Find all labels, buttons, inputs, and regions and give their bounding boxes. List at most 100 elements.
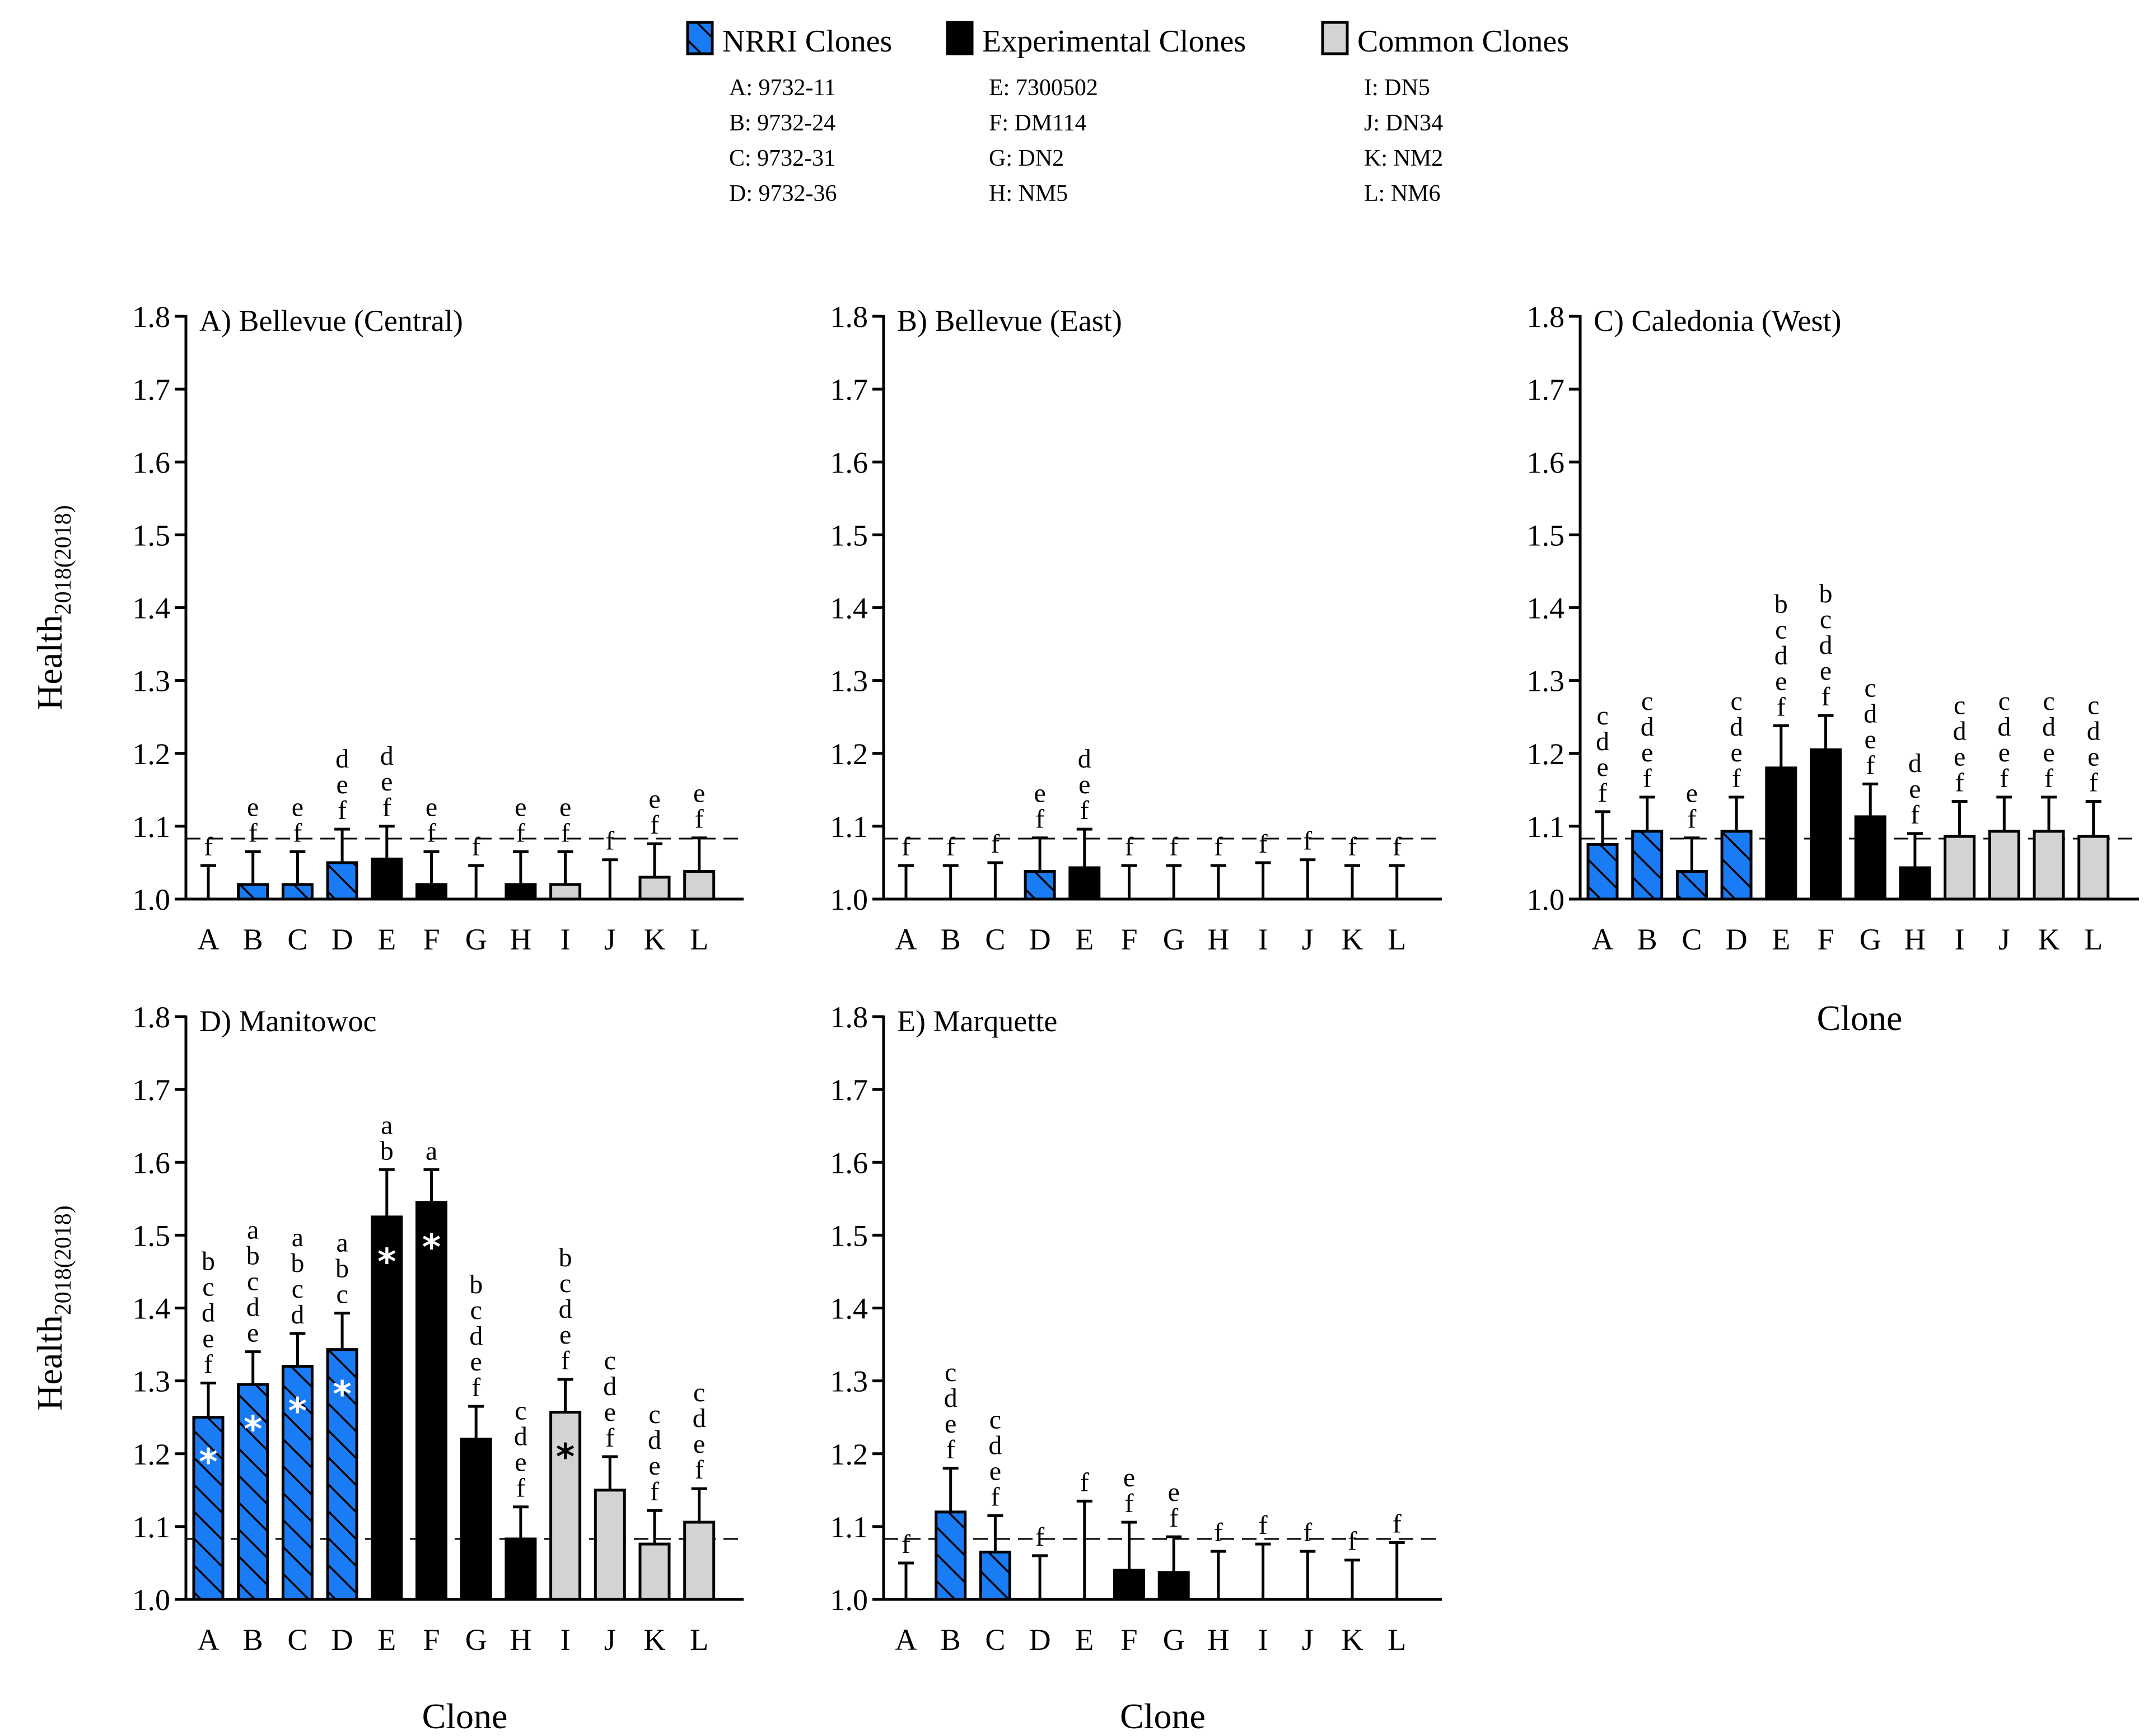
bar-C: [1675, 870, 1708, 901]
significance-letter: f: [1125, 832, 1134, 862]
bar-L: [683, 870, 716, 901]
significance-letter: f: [427, 818, 436, 848]
bar-group-H: ef: [505, 792, 537, 901]
significance-letter: e: [1596, 752, 1608, 782]
significance-letter: f: [382, 793, 391, 822]
significance-letter: d: [1908, 748, 1922, 778]
x-tick-label: A: [198, 1623, 219, 1657]
bar-A: [1586, 843, 1619, 901]
y-tick-label: 1.8: [830, 1000, 868, 1034]
significance-letter: f: [516, 1473, 525, 1503]
bar-group-F: f: [1121, 832, 1137, 899]
x-tick-label: J: [1302, 923, 1314, 956]
x-tick-label: L: [690, 923, 708, 956]
significance-letter: f: [1393, 1509, 1402, 1539]
bar-D: [1720, 830, 1753, 901]
significance-letter: c: [2043, 686, 2054, 716]
significance-letter: f: [1125, 1489, 1134, 1518]
significance-letter: d: [1997, 712, 2011, 742]
significance-letter: b: [469, 1270, 483, 1299]
significance-letter: f: [946, 1435, 955, 1464]
significance-letter: a: [426, 1136, 437, 1166]
x-axis-title: Clone: [1120, 1696, 1206, 1736]
panel-title: E) Marquette: [897, 1004, 1057, 1038]
significance-letter: b: [559, 1243, 572, 1272]
legend-entry: A: 9732-11: [729, 75, 836, 101]
bar-group-B: ef: [237, 792, 269, 901]
significance-letter: d: [1730, 712, 1743, 742]
x-tick-label: C: [1682, 923, 1702, 956]
bar-group-H: f: [1210, 832, 1226, 899]
x-tick-label: A: [1592, 923, 1614, 956]
significance-letter: f: [471, 832, 480, 862]
y-tick-label: 1.7: [133, 373, 171, 406]
significance-letter: c: [604, 1346, 616, 1375]
bar-A: [192, 1416, 225, 1601]
significance-letter: f: [561, 818, 570, 848]
bar-F: [415, 883, 447, 901]
significance-letter: c: [1820, 605, 1832, 634]
significance-letter: c: [693, 1378, 705, 1407]
y-tick-label: 1.0: [830, 1583, 868, 1617]
bar-H: [505, 883, 537, 901]
significance-letter: a: [336, 1228, 348, 1258]
y-tick-label: 1.8: [133, 1000, 171, 1034]
significance-star: *: [377, 1242, 396, 1283]
significance-letter: f: [1866, 750, 1875, 780]
panel-title: D) Manitowoc: [199, 1004, 376, 1038]
significance-letter: c: [945, 1358, 956, 1387]
x-tick-label: E: [1075, 1623, 1094, 1657]
bar-H: [505, 1537, 537, 1601]
y-tick-label: 1.4: [133, 592, 171, 625]
y-tick-label: 1.0: [133, 883, 171, 916]
x-tick-label: E: [377, 1623, 396, 1657]
significance-letter: e: [1730, 738, 1742, 768]
significance-letter: e: [989, 1456, 1001, 1486]
y-tick-label: 1.3: [830, 1365, 868, 1398]
bar-group-E: ab *: [371, 1110, 403, 1601]
x-tick-label: L: [2084, 923, 2103, 956]
x-tick-label: C: [985, 1623, 1005, 1657]
x-axis-title: Clone: [422, 1696, 508, 1736]
x-tick-label: J: [1302, 1623, 1314, 1657]
bar-group-J: f: [602, 826, 618, 899]
y-tick-label: 1.0: [830, 883, 868, 916]
bar-group-E: def: [1068, 744, 1101, 901]
x-tick-label: K: [644, 1623, 666, 1657]
bar-I: [1944, 835, 1976, 901]
y-tick-label: 1.5: [830, 518, 868, 552]
significance-letter: e: [1641, 738, 1653, 768]
significance-letter: e: [1168, 1477, 1180, 1507]
y-axis-title-main: Health: [30, 615, 69, 710]
x-tick-label: F: [1817, 923, 1834, 956]
x-tick-label: B: [941, 1623, 961, 1657]
y-tick-label: 1.0: [133, 1583, 171, 1617]
significance-letter: f: [471, 1373, 480, 1402]
legend-entry: J: DN34: [1364, 110, 1443, 136]
panel-B: 1.01.11.21.31.41.51.61.71.8fAfBfCefDdefE…: [830, 300, 1442, 956]
significance-letter: b: [335, 1254, 349, 1284]
bar-group-H: f: [1210, 1518, 1226, 1599]
legend-swatch-nrri: [686, 21, 714, 55]
significance-letter: f: [1214, 1518, 1223, 1547]
bar-group-A: f: [898, 1529, 914, 1599]
bar-group-C: ef: [1675, 779, 1708, 901]
x-tick-label: G: [465, 923, 487, 956]
significance-letter: d: [291, 1300, 304, 1330]
y-tick-label: 1.3: [133, 665, 171, 698]
bar-group-I: f: [1255, 829, 1271, 899]
significance-star: *: [422, 1227, 441, 1269]
significance-letter: e: [426, 792, 437, 822]
significance-letter: d: [1078, 744, 1091, 774]
bar-group-J: f: [1300, 1518, 1316, 1599]
significance-letter: c: [336, 1280, 348, 1309]
significance-letter: f: [695, 804, 704, 834]
significance-letter: f: [1080, 796, 1089, 825]
legend-entry: B: 9732-24: [729, 110, 835, 136]
y-tick-label: 1.5: [830, 1219, 868, 1252]
